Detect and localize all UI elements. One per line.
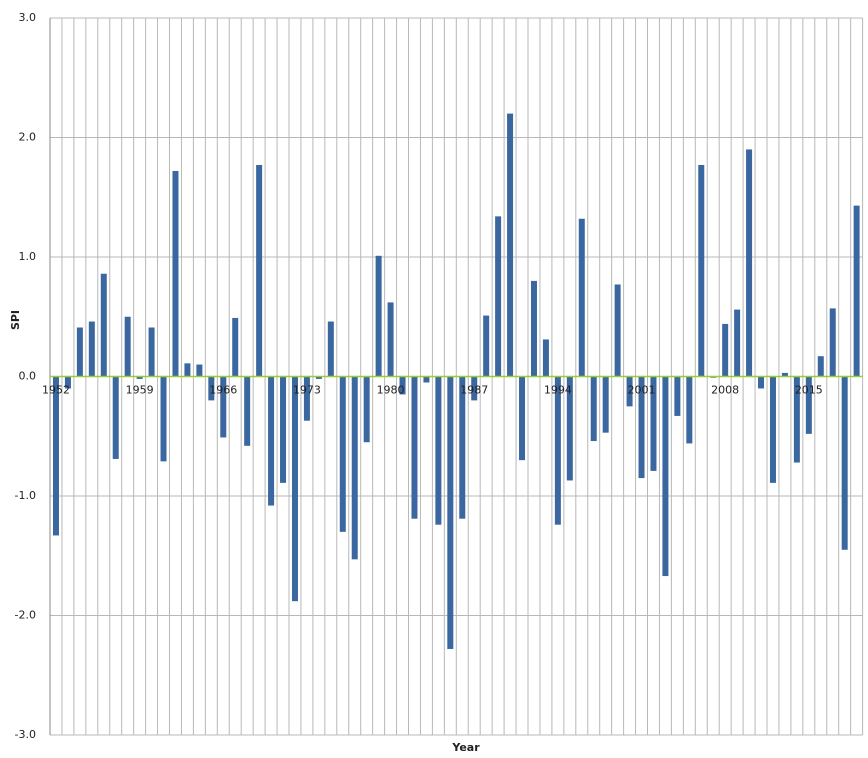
bar — [542, 339, 549, 377]
bar — [232, 317, 239, 377]
y-tick-label: 2.0 — [19, 131, 37, 144]
bar — [483, 315, 490, 377]
x-axis-title: Year — [451, 741, 480, 754]
bar — [698, 164, 705, 377]
x-tick-label: 1987 — [460, 384, 488, 397]
x-tick-label: 2001 — [628, 384, 656, 397]
bar — [722, 323, 729, 377]
bar — [769, 376, 776, 483]
bar — [530, 280, 537, 377]
bar — [853, 205, 860, 377]
bar — [614, 284, 621, 377]
x-tick-label: 1980 — [377, 384, 405, 397]
bar — [244, 376, 251, 446]
x-tick-label: 2008 — [711, 384, 739, 397]
bar — [280, 376, 287, 483]
x-tick-label: 1966 — [209, 384, 237, 397]
bar — [578, 218, 585, 377]
y-tick-label: 3.0 — [19, 11, 37, 24]
bar — [519, 376, 526, 461]
x-tick-label: 1994 — [544, 384, 572, 397]
bar — [423, 376, 430, 383]
bar — [268, 376, 275, 506]
bar — [76, 327, 83, 377]
bar — [662, 376, 669, 577]
bar — [507, 113, 514, 377]
bar — [758, 376, 765, 389]
bar — [220, 376, 227, 438]
y-tick-label: -2.0 — [15, 609, 36, 622]
bar — [208, 376, 215, 401]
x-tick-label: 1959 — [126, 384, 154, 397]
bar — [160, 376, 167, 462]
bar — [435, 376, 442, 525]
bar — [734, 309, 741, 377]
bar — [746, 149, 753, 377]
bar — [650, 376, 657, 471]
bar — [172, 170, 179, 377]
bar — [399, 376, 406, 395]
bar — [351, 376, 358, 560]
bar — [303, 376, 310, 421]
bar — [196, 364, 203, 377]
bar — [339, 376, 346, 532]
bar — [100, 273, 107, 377]
bar — [184, 363, 191, 377]
bar — [638, 376, 645, 479]
bar — [387, 302, 394, 377]
bar — [602, 376, 609, 433]
bar — [315, 376, 322, 379]
bar — [291, 376, 298, 602]
bar — [793, 376, 800, 463]
bar — [375, 255, 382, 377]
bar — [686, 376, 693, 444]
bar — [590, 376, 597, 442]
bar — [88, 321, 95, 377]
bar — [64, 376, 71, 389]
bar — [674, 376, 681, 416]
bar — [136, 376, 143, 379]
x-tick-label: 1952 — [42, 384, 70, 397]
bar — [626, 376, 633, 407]
bar — [52, 376, 59, 536]
bar — [566, 376, 573, 481]
bar — [829, 308, 836, 377]
bar — [471, 376, 478, 401]
y-tick-label: -1.0 — [15, 489, 36, 502]
bar — [148, 327, 155, 377]
bar — [781, 372, 788, 377]
bar — [327, 321, 334, 377]
bar — [363, 376, 370, 443]
y-tick-label: 0.0 — [19, 370, 37, 383]
bar — [124, 316, 131, 377]
bar — [805, 376, 812, 434]
bar — [554, 376, 561, 525]
x-tick-label: 1973 — [293, 384, 321, 397]
y-tick-label: -3.0 — [15, 728, 36, 741]
bar — [411, 376, 418, 519]
bar — [459, 376, 466, 519]
x-tick-label: 2015 — [795, 384, 823, 397]
bar — [817, 356, 824, 377]
bar — [112, 376, 119, 459]
bar — [447, 376, 454, 649]
y-tick-label: 1.0 — [19, 250, 37, 263]
y-axis-title: SPI — [9, 310, 22, 330]
bar — [495, 216, 502, 377]
bar — [256, 164, 263, 377]
bar — [841, 376, 848, 550]
